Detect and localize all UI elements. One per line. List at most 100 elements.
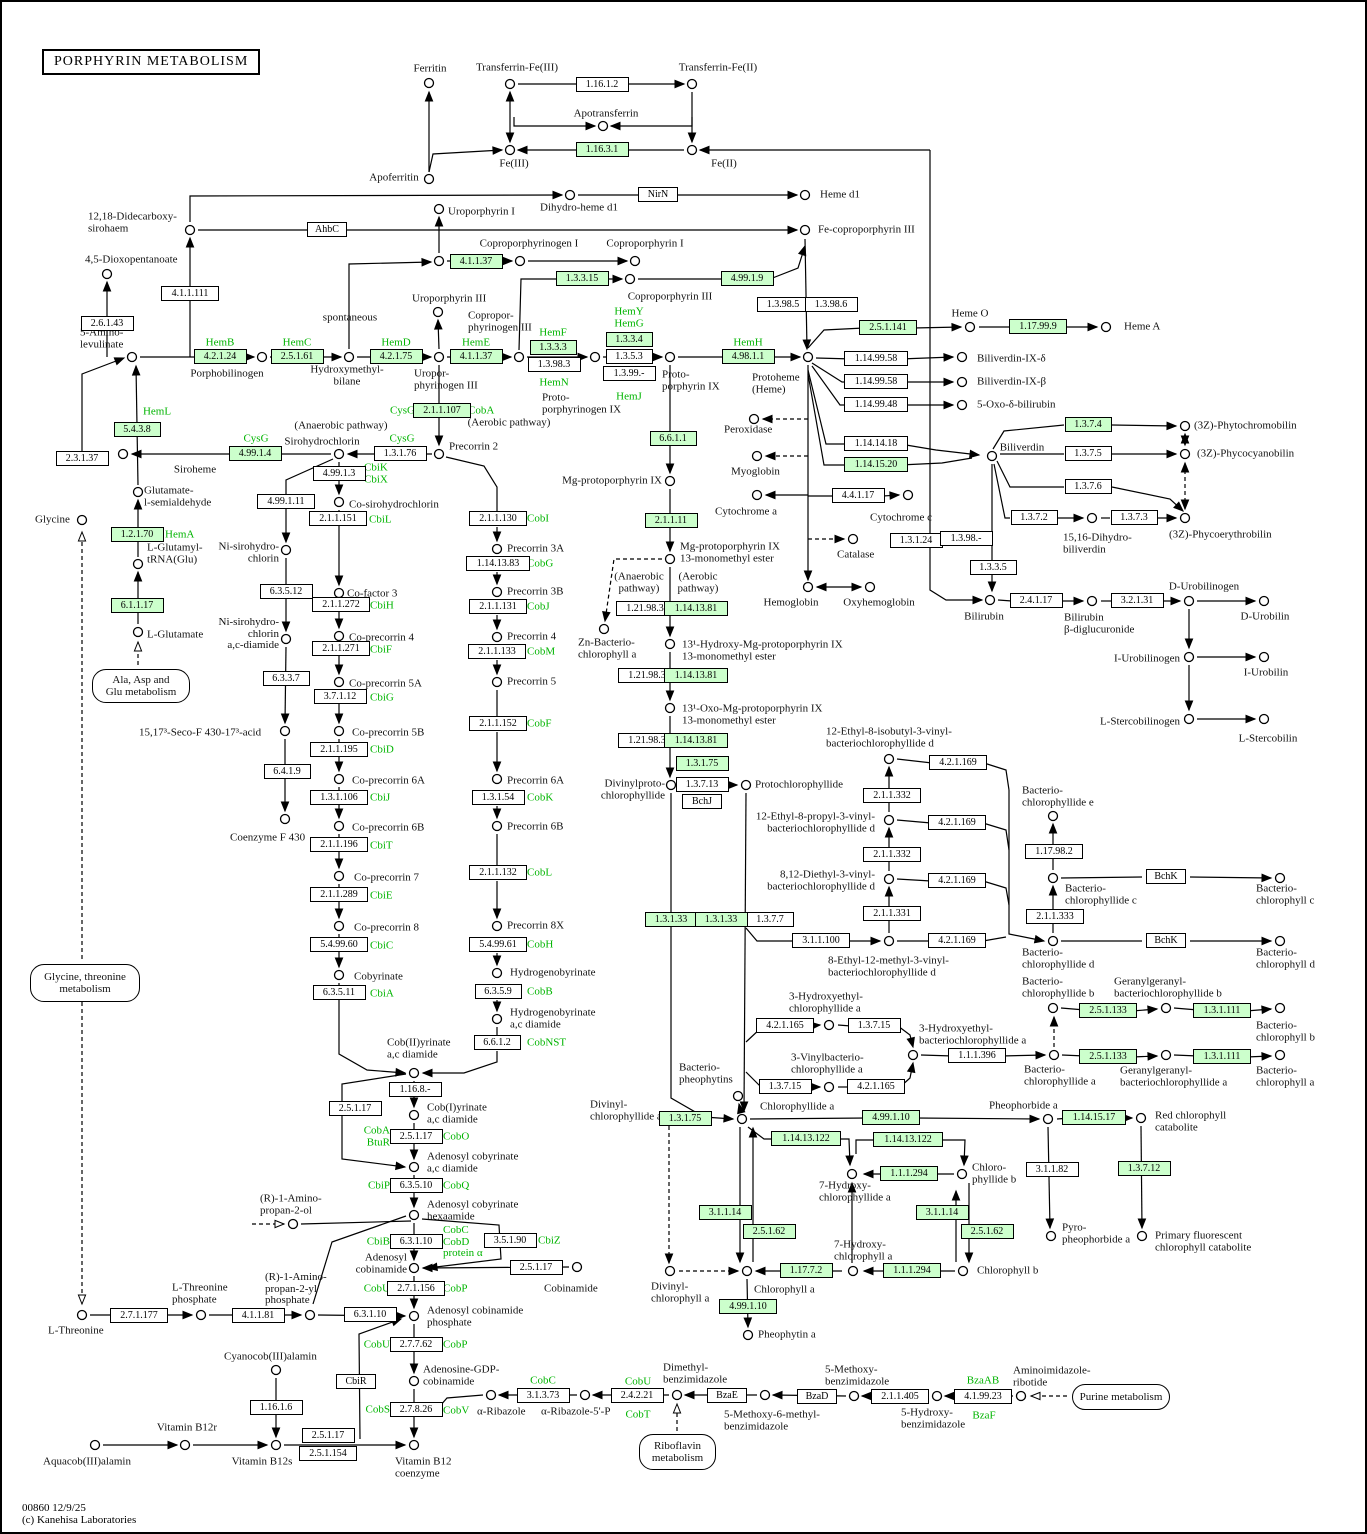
metabolite-node[interactable] [491, 543, 503, 555]
metabolite-node[interactable] [270, 1364, 282, 1376]
metabolite-node[interactable] [907, 1049, 919, 1061]
metabolite-node[interactable] [408, 1262, 420, 1274]
enzyme-box[interactable]: 1.3.1.33 [694, 912, 748, 927]
metabolite-node[interactable] [132, 558, 144, 570]
enzyme-box[interactable]: 2.1.1.332 [863, 788, 921, 803]
metabolite-node[interactable] [956, 351, 968, 363]
pathway-link[interactable]: Purine metabolism [1072, 1384, 1170, 1410]
metabolite-node[interactable] [132, 626, 144, 638]
enzyme-box[interactable]: 4.4.1.17 [831, 488, 885, 503]
enzyme-box[interactable]: 2.1.1.333 [1026, 909, 1084, 924]
enzyme-box[interactable]: 4.99.1.4 [228, 446, 282, 461]
enzyme-box[interactable]: 6.3.1.10 [343, 1307, 397, 1322]
metabolite-node[interactable] [491, 631, 503, 643]
enzyme-box[interactable]: 4.2.1.169 [928, 815, 986, 830]
enzyme-box[interactable]: 1.3.1.24 [889, 533, 943, 548]
metabolite-node[interactable] [686, 78, 698, 90]
metabolite-node[interactable] [117, 448, 129, 460]
enzyme-box[interactable]: BzaD [797, 1389, 837, 1404]
metabolite-node[interactable] [986, 450, 998, 462]
metabolite-node[interactable] [132, 486, 144, 498]
metabolite-node[interactable] [956, 399, 968, 411]
metabolite-node[interactable] [571, 1261, 583, 1273]
enzyme-box[interactable]: 1.21.98.3 [616, 601, 674, 616]
enzyme-box[interactable]: 6.3.1.10 [389, 1234, 443, 1249]
enzyme-box[interactable]: 3.7.1.12 [313, 689, 367, 704]
enzyme-box[interactable]: 1.2.1.70 [110, 527, 164, 542]
enzyme-box[interactable]: BzaE [707, 1388, 747, 1403]
metabolite-node[interactable] [664, 702, 676, 714]
enzyme-box[interactable]: 4.1.1.37 [449, 254, 503, 269]
enzyme-box[interactable]: 6.3.5.9 [474, 984, 522, 999]
metabolite-node[interactable] [408, 1375, 420, 1387]
metabolite-node[interactable] [664, 475, 676, 487]
enzyme-box[interactable]: 2.1.1.107 [413, 403, 471, 418]
enzyme-box[interactable]: 1.14.13.122 [873, 1132, 943, 1147]
enzyme-box[interactable]: 2.5.1.141 [859, 320, 917, 335]
enzyme-box[interactable]: NirN [638, 187, 678, 202]
enzyme-box[interactable]: 1.3.3.4 [605, 332, 653, 347]
enzyme-box[interactable]: 6.3.5.10 [389, 1178, 443, 1193]
enzyme-box[interactable]: 6.6.1.2 [473, 1035, 521, 1050]
metabolite-node[interactable] [664, 638, 676, 650]
enzyme-box[interactable]: 3.1.1.14 [698, 1205, 752, 1220]
metabolite-node[interactable] [333, 676, 345, 688]
metabolite-node[interactable] [279, 725, 291, 737]
enzyme-box[interactable]: 1.14.13.81 [664, 601, 728, 616]
metabolite-node[interactable] [101, 268, 113, 280]
enzyme-box[interactable]: 1.3.1.111 [1193, 1003, 1251, 1018]
enzyme-box[interactable]: 2.5.1.61 [270, 349, 324, 364]
enzyme-box[interactable]: 2.5.1.133 [1079, 1049, 1137, 1064]
metabolite-node[interactable] [184, 224, 196, 236]
enzyme-box[interactable]: 3.1.1.100 [792, 933, 850, 948]
metabolite-node[interactable] [741, 1265, 753, 1277]
metabolite-node[interactable] [846, 1168, 858, 1180]
enzyme-box[interactable]: 1.21.98.3 [618, 733, 676, 748]
metabolite-node[interactable] [1042, 1113, 1054, 1125]
enzyme-box[interactable]: 2.5.1.62 [960, 1224, 1014, 1239]
enzyme-box[interactable]: 2.1.1.131 [469, 599, 527, 614]
enzyme-box[interactable]: 2.5.1.154 [299, 1446, 357, 1461]
metabolite-node[interactable] [1274, 935, 1286, 947]
enzyme-box[interactable]: 4.1.1.37 [449, 349, 503, 364]
metabolite-node[interactable] [1086, 512, 1098, 524]
metabolite-node[interactable] [1136, 1230, 1148, 1242]
metabolite-node[interactable] [126, 351, 138, 363]
enzyme-box[interactable]: 6.3.5.11 [312, 985, 366, 1000]
metabolite-node[interactable] [514, 255, 526, 267]
metabolite-node[interactable] [984, 594, 996, 606]
metabolite-node[interactable] [433, 255, 445, 267]
enzyme-box[interactable]: 1.3.7.4 [1064, 417, 1112, 432]
metabolite-node[interactable] [1100, 321, 1112, 333]
enzyme-box[interactable]: 1.1.1.294 [883, 1263, 941, 1278]
enzyme-box[interactable]: 6.3.5.12 [259, 584, 313, 599]
metabolite-node[interactable] [333, 870, 345, 882]
metabolite-node[interactable] [1048, 1049, 1060, 1061]
metabolite-node[interactable] [736, 1113, 748, 1125]
metabolite-node[interactable] [408, 1439, 420, 1451]
enzyme-box[interactable]: 1.16.8.- [388, 1082, 442, 1097]
metabolite-node[interactable] [408, 1209, 420, 1221]
metabolite-node[interactable] [1274, 1002, 1286, 1014]
metabolite-node[interactable] [1179, 512, 1191, 524]
metabolite-node[interactable] [799, 224, 811, 236]
metabolite-node[interactable] [759, 1389, 771, 1401]
metabolite-node[interactable] [799, 189, 811, 201]
enzyme-box[interactable]: 4.1.99.23 [954, 1389, 1012, 1404]
enzyme-box[interactable]: 1.14.15.20 [844, 457, 908, 472]
enzyme-box[interactable]: 2.1.1.332 [863, 847, 921, 862]
enzyme-box[interactable]: 1.1.1.294 [880, 1166, 938, 1181]
metabolite-node[interactable] [287, 1218, 299, 1230]
enzyme-box[interactable]: 2.7.8.26 [389, 1402, 443, 1417]
enzyme-box[interactable]: 1.3.1.33 [644, 912, 698, 927]
enzyme-box[interactable]: 1.14.14.18 [844, 436, 908, 451]
enzyme-box[interactable]: 1.16.1.2 [575, 77, 629, 92]
enzyme-box[interactable]: 1.17.99.9 [1009, 319, 1067, 334]
enzyme-box[interactable]: 1.14.13.83 [466, 556, 530, 571]
metabolite-node[interactable] [564, 189, 576, 201]
enzyme-box[interactable]: 1.3.3.3 [529, 340, 577, 355]
enzyme-box[interactable]: 2.7.7.62 [389, 1337, 443, 1352]
metabolite-node[interactable] [1274, 872, 1286, 884]
metabolite-node[interactable] [491, 967, 503, 979]
enzyme-box[interactable]: 2.1.1.130 [469, 511, 527, 526]
